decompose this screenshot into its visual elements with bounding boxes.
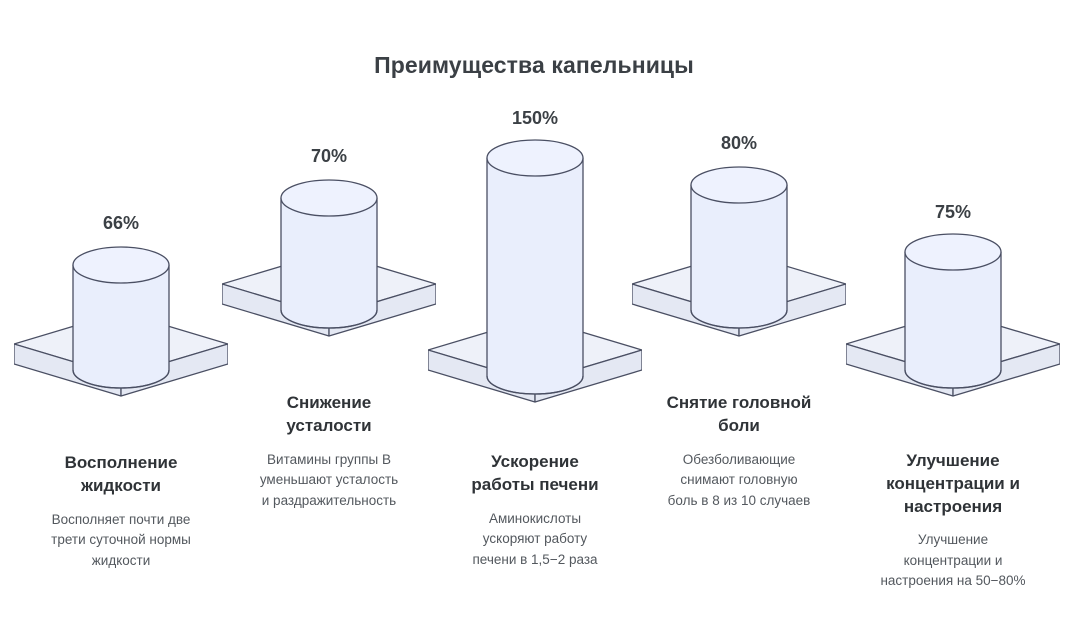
cylinder-figure-3	[632, 163, 846, 342]
caption-title-line: усталости	[286, 415, 372, 435]
caption-desc-line: и раздражительность	[261, 492, 397, 508]
caption-title-line: Восполнение	[64, 453, 178, 472]
caption-desc-line: жидкости	[91, 552, 151, 568]
caption-title-line: концентрации и	[886, 473, 1020, 493]
caption-title-line: Улучшение	[906, 451, 1000, 470]
cylinder-figure-4	[846, 230, 1060, 402]
caption-1: Снижение усталости Витамины группы В уме…	[222, 392, 436, 511]
cylinder-figure-2	[428, 136, 642, 408]
value-label-2: 150%	[511, 108, 559, 128]
caption-title-line: Снижение	[286, 393, 372, 412]
value-label-3: 80%	[720, 133, 758, 153]
cylinder-figure-1	[222, 176, 436, 342]
caption-title-2: Ускорение работы печени	[428, 451, 642, 497]
caption-title-line: настроения	[903, 496, 1003, 516]
caption-desc-line: ускоряют работу	[482, 531, 588, 547]
caption-desc-0: Восполняет почти две трети суточной норм…	[14, 510, 228, 572]
caption-title-4: Улучшение концентрации и настроения	[846, 450, 1060, 518]
caption-desc-line: уменьшают усталость	[259, 472, 399, 488]
caption-0: Восполнение жидкости Восполняет почти дв…	[14, 452, 228, 571]
benefit-column-4: 75% Улучшение концентрации и настроения …	[846, 0, 1060, 644]
value-label-1: 70%	[310, 146, 348, 166]
value-label-0: 66%	[102, 213, 140, 233]
caption-desc-line: Восполняет почти две	[51, 511, 191, 527]
caption-title-line: жидкости	[81, 475, 161, 495]
caption-title-0: Восполнение жидкости	[14, 452, 228, 498]
value-label-4: 75%	[934, 202, 972, 222]
benefit-column-2: 150% Ускорение работы печени Аминокислот…	[428, 0, 642, 644]
caption-desc-4: Улучшение концентрации и настроения на 5…	[846, 530, 1060, 592]
caption-desc-1: Витамины группы В уменьшают усталость и …	[222, 450, 436, 512]
caption-title-3: Снятие головной боли	[632, 392, 846, 438]
caption-desc-2: Аминокислоты ускоряют работу печени в 1,…	[428, 509, 642, 571]
caption-title-line: Снятие головной	[666, 393, 812, 412]
caption-desc-line: Улучшение	[917, 532, 989, 548]
caption-title-line: боли	[718, 415, 760, 435]
caption-desc-line: снимают головную	[680, 472, 798, 488]
benefit-column-1: 70% Снижение усталости Витамины группы В…	[222, 0, 436, 644]
caption-desc-line: Аминокислоты	[488, 510, 582, 526]
caption-4: Улучшение концентрации и настроения Улуч…	[846, 450, 1060, 592]
benefit-column-0: 66% Восполнение жидкости Восполняет почт…	[14, 0, 228, 644]
caption-3: Снятие головной боли Обезболивающие сним…	[632, 392, 846, 511]
caption-desc-line: Витамины группы В	[267, 451, 391, 467]
page-title: Преимущества капельницы	[374, 52, 694, 78]
caption-desc-line: печени в 1,5−2 раза	[472, 551, 598, 567]
caption-title-1: Снижение усталости	[222, 392, 436, 438]
caption-desc-3: Обезболивающие снимают головную боль в 8…	[632, 450, 846, 512]
benefit-column-3: 80% Снятие головной боли Обезболивающие …	[632, 0, 846, 644]
caption-desc-line: настроения на 50−80%	[880, 573, 1026, 589]
caption-desc-line: концентрации и	[903, 552, 1003, 568]
caption-desc-line: Обезболивающие	[682, 451, 796, 467]
caption-desc-line: боль в 8 из 10 случаев	[667, 492, 811, 508]
cylinder-figure-0	[14, 243, 228, 402]
caption-title-line: Ускорение	[491, 452, 579, 471]
caption-title-line: работы печени	[471, 474, 599, 494]
caption-desc-line: трети суточной нормы	[51, 532, 191, 548]
caption-2: Ускорение работы печени Аминокислоты уск…	[428, 451, 642, 570]
